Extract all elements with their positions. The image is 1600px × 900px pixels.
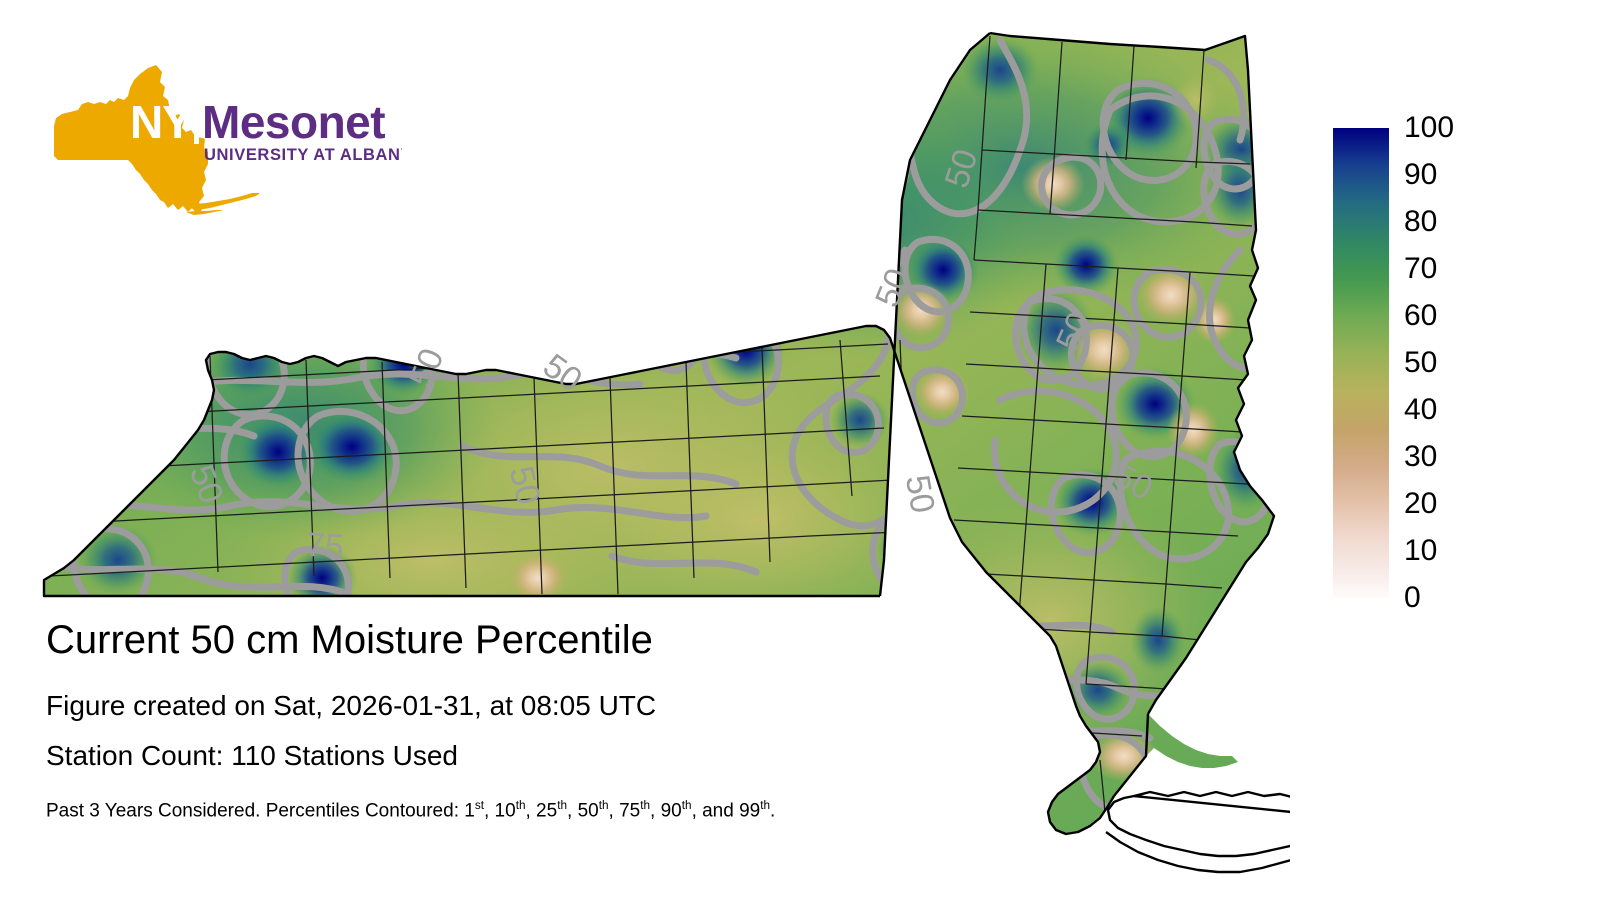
- soil-moisture-map: 50 50 50 50 50 50 50 50 50 75: [42, 31, 1290, 874]
- logo-mesonet-text: Mesonet: [202, 96, 385, 148]
- colorbar-tick-30: 30: [1404, 440, 1438, 473]
- figure-created-timestamp: Figure created on Sat, 2026-01-31, at 08…: [46, 690, 657, 721]
- colorbar-gradient: [1333, 128, 1389, 598]
- contour-label: 50: [898, 472, 942, 516]
- nys-mesonet-logo: NYS Mesonet UNIVERSITY AT ALBANY: [52, 60, 402, 220]
- colorbar-tick-40: 40: [1404, 393, 1438, 426]
- colorbar-tick-70: 70: [1404, 252, 1438, 285]
- colorbar-tick-10: 10: [1404, 534, 1438, 567]
- colorbar-tick-0: 0: [1404, 581, 1421, 614]
- contour-label: 75: [305, 526, 345, 567]
- colorbar-tick-80: 80: [1404, 205, 1438, 238]
- contour-label: 50: [502, 462, 548, 508]
- colorbar-tick-60: 60: [1404, 299, 1438, 332]
- station-count-line: Station Count: 110 Stations Used: [46, 740, 458, 771]
- colorbar-tick-50: 50: [1404, 346, 1438, 379]
- colorbar-tick-90: 90: [1404, 158, 1438, 191]
- state-outline: [42, 31, 1290, 874]
- logo-divider: [194, 96, 199, 144]
- page-title: Current 50 cm Moisture Percentile: [46, 618, 653, 662]
- colorbar: [1333, 128, 1389, 598]
- figure-caption-block: Current 50 cm Moisture Percentile Figure…: [46, 620, 1046, 820]
- logo-nys-text: NYS: [130, 96, 222, 148]
- contour-levels-note: Past 3 Years Considered. Percentiles Con…: [46, 799, 776, 822]
- colorbar-tick-20: 20: [1404, 487, 1438, 520]
- colorbar-tick-labels: 100 90 80 70 60 50 40 30 20 10 0: [1404, 113, 1524, 613]
- map-svg: 50 50 50 50 50 50 50 50 50 75: [42, 31, 1290, 874]
- logo-svg: NYS Mesonet UNIVERSITY AT ALBANY: [54, 65, 402, 215]
- ny-state-silhouette-icon: [54, 65, 260, 215]
- colorbar-tick-100: 100: [1404, 111, 1455, 144]
- logo-tagline: UNIVERSITY AT ALBANY: [204, 146, 402, 164]
